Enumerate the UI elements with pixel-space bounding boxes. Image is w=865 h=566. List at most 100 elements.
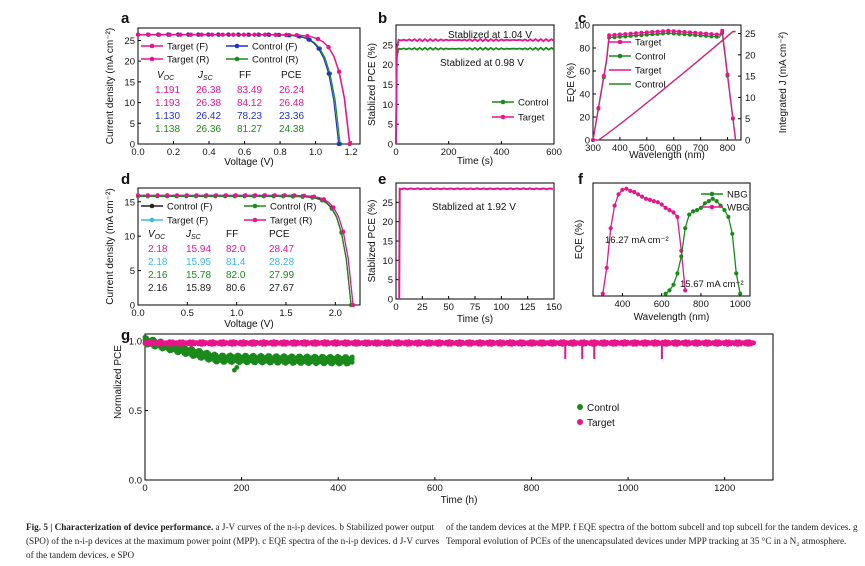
table-cell: 26.42 — [196, 111, 221, 122]
y-tick-label: 15 — [382, 237, 393, 248]
legend-marker — [709, 204, 715, 210]
jv-point — [262, 32, 267, 37]
table-cell: 2.18 — [148, 257, 168, 268]
eqe-curve — [602, 188, 686, 294]
jv-point — [178, 32, 183, 37]
y-tick-label: 10 — [124, 98, 135, 109]
y-tick-label: 20 — [382, 217, 393, 228]
panel-letter: a — [121, 10, 130, 27]
legend-label: NBG — [727, 190, 748, 201]
y2-tick-label: 5 — [745, 114, 750, 125]
jv-point — [284, 32, 289, 38]
jv-point — [312, 194, 316, 199]
x-axis-label: Wavelength (nm) — [629, 150, 705, 161]
table-cell: 2.16 — [148, 270, 168, 281]
panel-letter: b — [378, 10, 387, 27]
legend-marker — [149, 43, 155, 49]
jv-point — [188, 32, 193, 37]
x-tick-label: 600 — [427, 483, 443, 494]
y-tick-label: 20 — [382, 60, 393, 71]
eqe-point — [706, 199, 711, 204]
jv-point — [336, 69, 341, 74]
eqe-point — [667, 208, 672, 213]
legend-label: Control — [635, 80, 666, 91]
eqe-point — [647, 197, 653, 202]
eqe-point — [725, 72, 730, 77]
table-header: VOC — [148, 229, 166, 241]
eqe-point — [702, 201, 708, 206]
y-tick-label: 10 — [124, 232, 135, 243]
table-header-sub: OC — [164, 75, 175, 82]
eqe-point — [671, 29, 676, 34]
legend-marker — [577, 404, 583, 410]
plot-frame — [592, 182, 751, 297]
caption-left: Fig. 5 | Characterization of device perf… — [26, 520, 446, 562]
x-tick-label: 0.2 — [167, 147, 180, 158]
eqe-point — [675, 214, 680, 219]
jv-point — [214, 193, 219, 198]
eqe-point — [617, 32, 622, 37]
y-tick-label: 5 — [388, 275, 393, 286]
eqe-point — [734, 271, 739, 276]
eqe-point — [671, 210, 676, 215]
y2-tick-label: 25 — [745, 29, 756, 40]
jv-point — [167, 32, 172, 37]
jv-point — [326, 71, 331, 76]
table-cell: 1.130 — [155, 111, 180, 122]
jv-point — [243, 193, 248, 198]
x-axis-label: Time (h) — [441, 495, 478, 506]
x-tick-label: 0 — [142, 483, 147, 494]
x-tick-label: 1.2 — [345, 147, 358, 158]
x-tick-label: 200 — [441, 147, 457, 158]
jv-point — [155, 193, 160, 198]
panel-letter: c — [578, 10, 586, 27]
caption-bold: Fig. 5 | Characterization of device perf… — [26, 522, 214, 532]
y-tick-label: 25 — [382, 198, 393, 209]
x-tick-label: 400 — [493, 147, 509, 158]
y-axis-label: EQE (%) — [574, 220, 585, 259]
y-axis-label: Normalized PCE — [113, 345, 124, 419]
table-cell: 82.0 — [226, 244, 246, 255]
table-cell: 15.95 — [186, 257, 211, 268]
eqe-point — [634, 31, 639, 36]
eqe-point — [620, 187, 625, 192]
x-tick-label: 600 — [666, 143, 682, 154]
eqe-point — [671, 282, 676, 287]
annotation: 15.67 mA cm⁻² — [680, 279, 744, 290]
jv-point — [336, 141, 341, 147]
jv-point — [175, 193, 180, 198]
y-axis-label: Stablized PCE (%) — [367, 43, 378, 126]
legend-label: Target — [587, 418, 615, 429]
x-tick-label: 0 — [393, 302, 398, 313]
eqe-point — [612, 32, 617, 37]
eqe-point — [687, 212, 692, 217]
control-point — [349, 359, 355, 365]
target-point — [751, 340, 757, 346]
x-tick-label: 800 — [524, 483, 540, 494]
caption-left-text: a J-V curves of the n-i-p devices. b Sta… — [26, 522, 440, 560]
table-cell: 1.138 — [155, 124, 180, 135]
annotation: Stablized at 1.92 V — [432, 202, 516, 213]
legend-marker — [149, 217, 155, 223]
plot-frame — [137, 187, 361, 306]
eqe-point — [643, 196, 649, 201]
panel-c: c 300 400 500 600 700 800 0 20 40 60 80 100 0 5 10 15 20 2… — [566, 10, 789, 161]
y-tick-label: 0 — [130, 140, 135, 151]
table-cell: 23.36 — [279, 111, 304, 122]
eqe-point — [601, 73, 606, 78]
jv-point — [204, 193, 209, 198]
eqe-point — [650, 30, 655, 34]
eqe-point — [663, 291, 668, 296]
y-tick-label: 15 — [382, 80, 393, 91]
jv-point — [241, 32, 246, 37]
eqe-point — [714, 199, 719, 204]
table-header: FF — [226, 229, 238, 240]
eqe-point — [604, 265, 609, 270]
legend-marker — [709, 191, 715, 197]
legend-marker — [234, 56, 240, 62]
jv-point — [252, 32, 257, 37]
x-tick-label: 25 — [417, 302, 428, 313]
x-tick-label: 700 — [693, 143, 709, 154]
x-tick-label: 150 — [546, 302, 562, 313]
eqe-point — [640, 194, 645, 199]
